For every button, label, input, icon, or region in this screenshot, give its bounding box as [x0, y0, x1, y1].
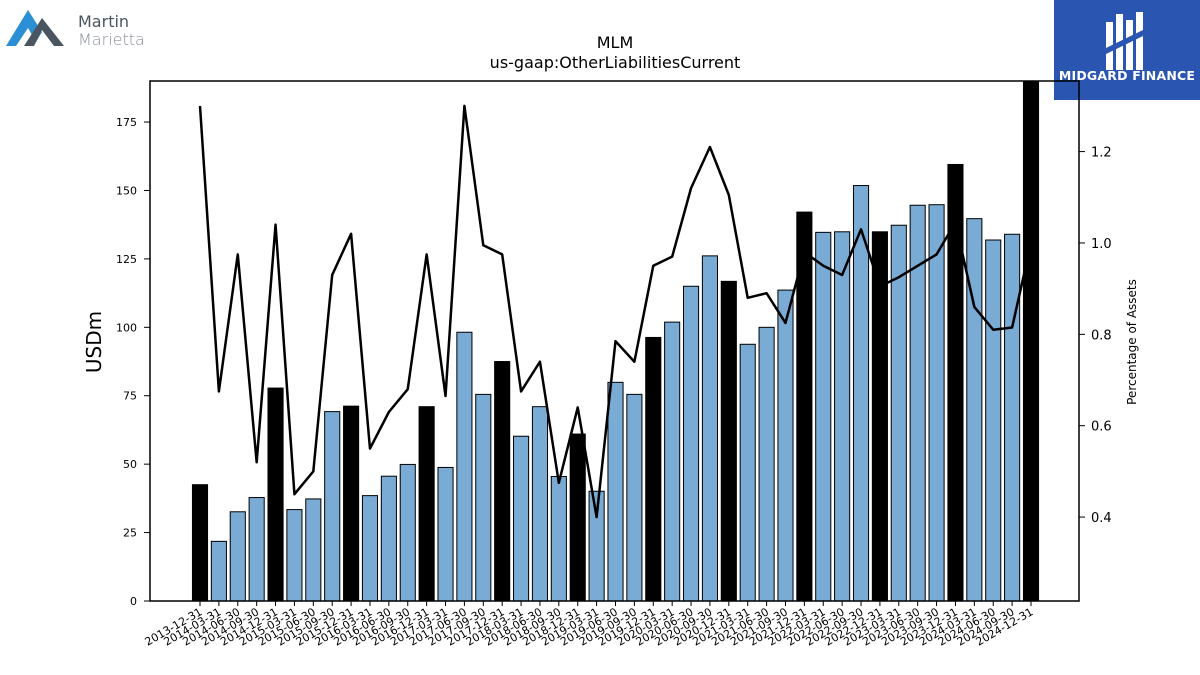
y-tick-label: 100	[116, 321, 137, 334]
bar-2015-12-31	[343, 405, 360, 602]
right-axis: 0.4 0.6 0.8 1.0 1.2	[1079, 146, 1112, 526]
y-tick-label: 75	[123, 390, 137, 403]
plot-frame	[149, 80, 1080, 602]
bar-2019-12-31	[645, 336, 662, 602]
y-axis-label: USDm	[82, 311, 106, 373]
bar-2021-06-30	[758, 326, 775, 602]
bar-2024-03-31	[966, 218, 983, 602]
bar-2023-03-31	[890, 224, 907, 602]
bar-2014-06-30	[229, 511, 246, 602]
bar-2019-09-30	[626, 393, 643, 602]
y-tick-label: 175	[116, 116, 137, 129]
bar-2013-12-31	[191, 484, 209, 602]
bar-2024-06-30	[985, 239, 1002, 602]
bar-2018-03-31	[513, 435, 530, 602]
y-tick-label: 0	[130, 595, 137, 608]
line-layer	[198, 104, 1033, 519]
bar-2016-09-30	[399, 463, 416, 602]
logo-brand-text: MIDGARD FINANCE	[1058, 68, 1196, 83]
logo-text-line1: Martin	[78, 12, 130, 31]
percentage-line	[198, 104, 1033, 519]
y-tick-label: 25	[123, 527, 137, 540]
y-tick-label: 50	[123, 458, 137, 471]
bar-2024-09-30	[1004, 233, 1021, 602]
bar-2024-12-31	[1022, 80, 1040, 602]
bar-2016-12-31	[418, 406, 435, 602]
bar-2014-12-31	[267, 387, 284, 602]
bar-2020-06-30	[682, 285, 700, 602]
bar-2018-06-30	[531, 406, 549, 602]
y-tick-label: 125	[116, 253, 137, 266]
bar-2015-06-30	[305, 498, 322, 602]
logo-text-line2: Marietta	[78, 30, 145, 49]
bar-2020-03-31	[664, 321, 681, 602]
bar-2014-09-30	[248, 497, 265, 602]
bar-2018-09-30	[550, 475, 567, 602]
mountain-logo-icon	[6, 10, 64, 46]
bar-2017-12-31	[494, 361, 511, 602]
bar-2016-06-30	[380, 475, 397, 602]
bars-layer	[191, 80, 1040, 602]
bar-2015-09-30	[324, 411, 341, 602]
bar-2019-06-30	[607, 381, 624, 602]
martin-marietta-logo: Martin Marietta	[6, 6, 156, 50]
y2-tick-label: 0.8	[1091, 328, 1112, 343]
y-tick-label: 150	[116, 184, 137, 197]
bar-2016-03-31	[361, 495, 379, 602]
bar-2020-09-30	[701, 255, 718, 602]
x-axis: 2013-12-312014-03-312014-06-302014-09-30…	[143, 601, 1036, 649]
bar-2020-12-31	[720, 280, 737, 602]
chart-title: MLM	[597, 33, 634, 52]
bar-2021-09-30	[777, 289, 794, 602]
y2-tick-label: 1.0	[1091, 237, 1112, 252]
bar-2017-09-30	[475, 393, 492, 602]
left-axis: 0 25 50 75 100 125 150 175	[116, 116, 150, 608]
y2-tick-label: 0.4	[1091, 511, 1112, 526]
chart-subtitle: us-gaap:OtherLiabilitiesCurrent	[490, 53, 741, 72]
bar-2017-06-30	[456, 331, 473, 602]
y2-axis-label: Percentage of Assets	[1125, 279, 1139, 405]
bar-2017-03-31	[437, 466, 454, 602]
midgard-emblem-icon	[1106, 12, 1143, 70]
bar-2018-12-31	[569, 433, 586, 602]
bar-2014-03-31	[210, 540, 227, 602]
y2-tick-label: 1.2	[1091, 146, 1112, 161]
bar-2022-06-30	[834, 231, 851, 602]
bar-2022-03-31	[815, 231, 832, 602]
bar-2021-03-31	[739, 343, 756, 602]
y2-tick-label: 0.6	[1091, 420, 1112, 435]
bar-2015-03-31	[286, 509, 303, 602]
bar-2023-09-30	[928, 204, 945, 602]
